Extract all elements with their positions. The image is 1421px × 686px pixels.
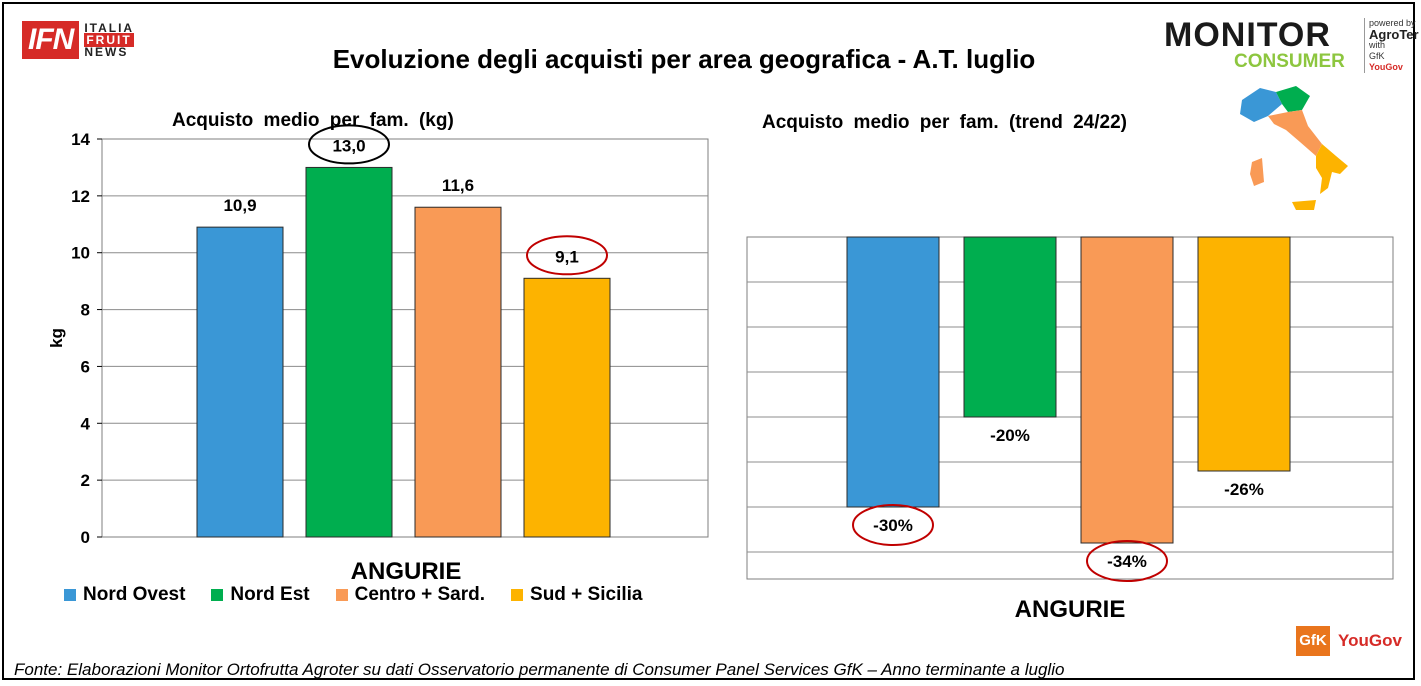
left-y-tick-label: 10	[71, 244, 90, 263]
right-data-label: -30%	[873, 516, 913, 535]
left-data-label: 13,0	[332, 136, 365, 155]
left-bar	[196, 226, 284, 538]
right-data-label: -34%	[1107, 552, 1147, 571]
right-bar	[1080, 236, 1174, 544]
left-bar	[414, 206, 502, 538]
left-bar	[305, 166, 393, 538]
left-data-label: 9,1	[555, 247, 579, 266]
right-bar	[963, 236, 1057, 418]
right-bar	[1197, 236, 1291, 472]
monitor-consumer-logo: MONITOR CONSUMER	[1164, 16, 1345, 72]
left-data-label: 10,9	[223, 196, 256, 215]
left-x-axis-label: ANGURIE	[351, 558, 462, 585]
gfk-logo: GfK	[1296, 626, 1330, 656]
left-chart-title: Acquisto medio per fam. (kg)	[172, 110, 454, 131]
right-x-axis-label: ANGURIE	[1015, 596, 1126, 623]
yougov-logo: YouGov	[1338, 631, 1402, 650]
right-label-circle	[1086, 540, 1168, 582]
left-label-circle	[308, 124, 390, 165]
right-label-circle	[852, 504, 934, 546]
legend-swatch-nord-ovest	[64, 589, 76, 601]
left-y-tick-label: 6	[81, 357, 90, 376]
legend-item-centro-sard: Centro + Sard.	[335, 584, 485, 606]
left-y-tick-label: 4	[81, 414, 91, 433]
right-data-label: -20%	[990, 426, 1030, 445]
chart-legend: Nord Ovest Nord Est Centro + Sard. Sud +…	[64, 584, 642, 606]
ifn-logo-text: ITALIA FRUIT NEWS	[84, 21, 135, 59]
legend-swatch-nord-est	[211, 589, 224, 601]
left-plot-area	[101, 138, 709, 538]
source-note: Fonte: Elaborazioni Monitor Ortofrutta A…	[14, 660, 1065, 679]
gfk-yougov-logo: GfK YouGov	[1296, 626, 1402, 656]
charts-svg: 0 2 4 6 8 10 12 14 kg 10,9 13,0 11,6 9,1 ANGURIE -30% -…	[47, 124, 1394, 623]
page-title: Evoluzione degli acquisti per area geogr…	[332, 44, 1036, 74]
right-plot-area	[746, 236, 1394, 580]
ifn-logo-mark: IFN	[22, 21, 80, 59]
legend-item-nord-ovest: Nord Ovest	[64, 584, 185, 606]
left-y-tick-label: 2	[81, 471, 90, 490]
legend-item-nord-est: Nord Est	[211, 584, 310, 606]
right-chart-title: Acquisto medio per fam. (trend 24/22)	[762, 112, 1127, 133]
left-label-circle	[526, 235, 608, 276]
left-y-axis-label: kg	[47, 328, 66, 348]
left-y-tick-label: 12	[71, 187, 90, 206]
ifn-logo: IFN ITALIA FRUIT NEWS	[22, 20, 134, 60]
right-bar	[846, 236, 940, 508]
italy-map-icon	[1240, 86, 1348, 210]
right-data-label: -26%	[1224, 480, 1264, 499]
legend-swatch-sud-sicilia	[511, 589, 524, 601]
powered-by-logo: powered by AgroTer with GfK YouGov	[1364, 18, 1419, 73]
legend-swatch-centro-sard	[335, 589, 348, 601]
left-data-label: 11,6	[442, 176, 474, 195]
left-y-tick-label: 14	[71, 130, 90, 149]
left-y-tick-label: 0	[81, 528, 90, 547]
left-bar	[523, 277, 611, 538]
left-y-tick-label: 8	[81, 301, 90, 320]
legend-item-sud-sicilia: Sud + Sicilia	[511, 584, 642, 606]
